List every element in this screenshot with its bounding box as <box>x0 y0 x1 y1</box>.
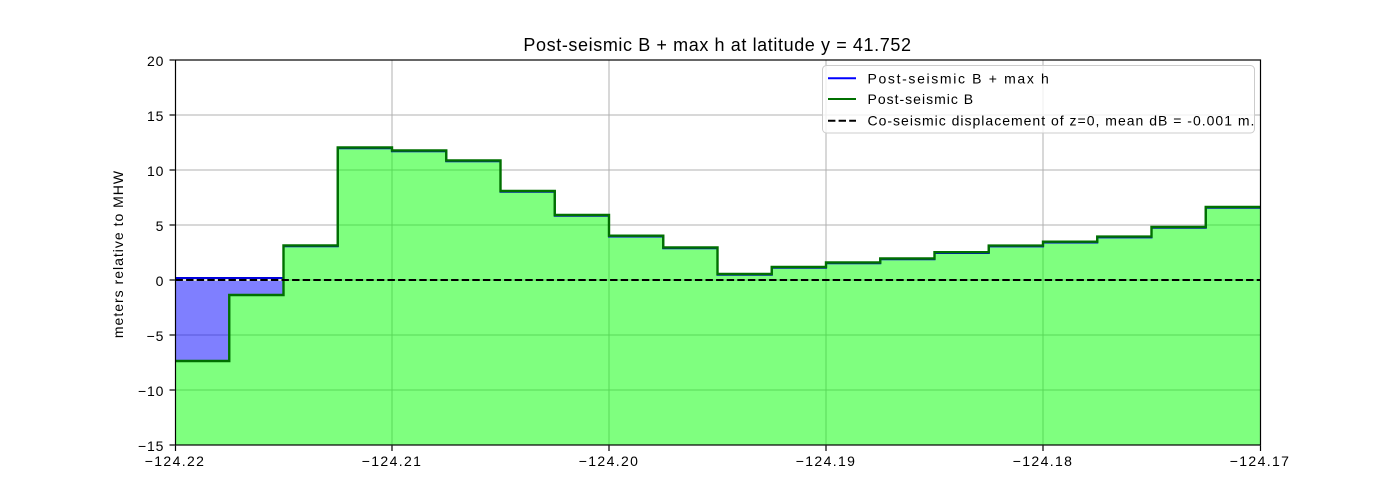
svg-text:Post-seismic B + max h at lati: Post-seismic B + max h at latitude y = 4… <box>523 35 911 55</box>
svg-text:−5: −5 <box>147 328 165 344</box>
svg-text:−124.19: −124.19 <box>796 453 856 469</box>
svg-text:Co-seismic displacement of z=0: Co-seismic displacement of z=0, mean dB … <box>868 113 1256 129</box>
svg-text:20: 20 <box>147 53 164 69</box>
svg-text:−124.21: −124.21 <box>362 453 422 469</box>
svg-text:−124.20: −124.20 <box>579 453 639 469</box>
svg-text:5: 5 <box>156 218 165 234</box>
svg-text:15: 15 <box>147 108 164 124</box>
svg-text:−10: −10 <box>138 383 164 399</box>
svg-text:−124.17: −124.17 <box>1230 453 1290 469</box>
svg-text:−124.18: −124.18 <box>1013 453 1073 469</box>
svg-text:Post-seismic B: Post-seismic B <box>868 91 975 107</box>
svg-text:0: 0 <box>156 273 165 289</box>
svg-text:meters relative to MHW: meters relative to MHW <box>110 170 126 338</box>
svg-text:Post-seismic B + max h: Post-seismic B + max h <box>868 70 1051 86</box>
svg-text:−124.22: −124.22 <box>145 453 205 469</box>
svg-text:−15: −15 <box>138 438 164 454</box>
svg-text:10: 10 <box>147 163 164 179</box>
